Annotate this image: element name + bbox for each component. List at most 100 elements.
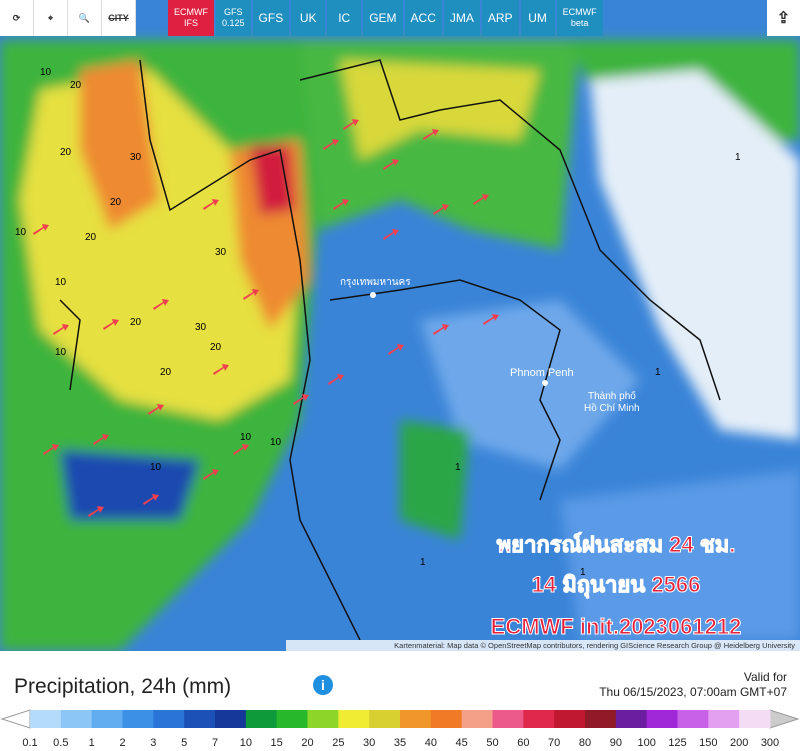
location-button[interactable]: ⌖ xyxy=(34,0,68,36)
legend-label: 30 xyxy=(363,737,375,749)
model-button[interactable]: IC xyxy=(327,0,362,36)
wind-arrow xyxy=(473,194,489,205)
legend-label: 25 xyxy=(332,737,344,749)
legend-label: 7 xyxy=(212,737,218,749)
model-name: ACC xyxy=(410,10,436,25)
model-button[interactable]: UM xyxy=(520,0,555,36)
legend-label: 15 xyxy=(271,737,283,749)
attribution: Kartenmaterial: Map data © OpenStreetMap… xyxy=(394,641,795,650)
legend-label: 40 xyxy=(425,737,437,749)
model-button[interactable]: GFS xyxy=(252,0,290,36)
info-button[interactable]: i xyxy=(313,675,333,695)
model-button[interactable]: ECMWF beta xyxy=(556,0,603,36)
contour-label: 1 xyxy=(735,152,741,163)
borders xyxy=(59,59,721,641)
model-sub: 0.125 xyxy=(222,18,245,28)
overlay-line: พยากรณ์ฝนสะสม 24 ชม. xyxy=(497,532,736,557)
contour-label: 10 xyxy=(240,432,252,443)
legend-swatch xyxy=(122,710,154,728)
wind-arrow xyxy=(153,299,169,310)
model-name: IC xyxy=(338,10,351,25)
model-button[interactable]: GEM xyxy=(363,0,403,36)
model-button[interactable]: UK xyxy=(291,0,326,36)
legend-label: 50 xyxy=(486,737,498,749)
legend-swatch xyxy=(369,710,401,728)
model-sub: IFS xyxy=(183,18,198,28)
model-buttons: ECMWF IFS GFS 0.125 GFS UK IC GEM ACC JMA ARP UM ECM… xyxy=(166,0,603,36)
model-button[interactable]: ECMWF IFS xyxy=(168,0,214,36)
legend-label: 70 xyxy=(548,737,560,749)
legend-swatch xyxy=(153,710,185,728)
legend-label: 100 xyxy=(637,737,655,749)
wind-arrow xyxy=(43,444,59,455)
legend-swatch xyxy=(461,710,493,728)
wind-arrow xyxy=(343,119,359,130)
wind-arrow xyxy=(203,469,219,480)
model-button[interactable]: GFS 0.125 xyxy=(216,0,251,36)
legend-label: 0.5 xyxy=(53,737,68,749)
legend-swatch xyxy=(430,710,463,728)
contour-label: 20 xyxy=(110,197,122,208)
legend-label: 150 xyxy=(699,737,717,749)
legend-swatch xyxy=(215,710,247,728)
wind-arrow xyxy=(383,159,399,170)
wind-arrow xyxy=(328,374,344,385)
overlay-line: ECMWF init.2023061212 xyxy=(491,614,742,639)
contour-label: 1 xyxy=(455,462,461,473)
legend-swatch xyxy=(30,710,62,728)
legend-swatch xyxy=(523,710,555,728)
city-dot xyxy=(370,292,376,298)
attribution-bg xyxy=(286,640,800,651)
model-button[interactable]: ARP xyxy=(481,0,519,36)
legend-arrow-low xyxy=(0,709,31,729)
legend-swatch xyxy=(276,710,308,728)
legend-swatch xyxy=(615,710,648,728)
legend-swatch xyxy=(708,710,740,728)
wind-arrow xyxy=(93,434,109,445)
wind-arrow xyxy=(213,364,229,375)
city-button[interactable]: CITY xyxy=(102,0,136,36)
contour-label: 20 xyxy=(70,80,82,91)
wind-arrow xyxy=(233,444,249,455)
wind-arrow xyxy=(423,129,439,140)
legend-label: 90 xyxy=(610,737,622,749)
wind-arrow xyxy=(203,199,219,210)
legend-panel: Precipitation, 24h (mm) i Valid for Thu … xyxy=(0,651,800,751)
contour-label: 1 xyxy=(420,557,426,568)
legend-swatch xyxy=(646,710,678,728)
forecast-overlay: พยากรณ์ฝนสะสม 24 ชม. 14 มิถุนายน 2566 EC… xyxy=(490,532,742,640)
wind-arrow xyxy=(388,344,404,355)
legend-swatch xyxy=(91,710,123,728)
place-label: Phnom Penh xyxy=(510,367,574,379)
wind-arrow xyxy=(148,404,164,415)
share-button[interactable]: ⇪ xyxy=(767,0,800,36)
contour-label: 20 xyxy=(210,342,222,353)
contour-label: 20 xyxy=(85,232,97,243)
wind-arrow xyxy=(33,224,49,235)
contour-label: 30 xyxy=(195,322,207,333)
wind-arrow xyxy=(88,506,104,517)
wind-arrow xyxy=(243,289,259,300)
contour-label: 1 xyxy=(580,567,586,578)
model-name: UM xyxy=(528,10,547,25)
legend-swatch xyxy=(677,710,709,728)
legend-label: 35 xyxy=(394,737,406,749)
wind-arrow xyxy=(53,324,69,335)
model-button[interactable]: JMA xyxy=(443,0,480,36)
model-name: GEM xyxy=(369,10,397,25)
contour-label: 10 xyxy=(55,277,67,288)
model-name: ARP xyxy=(487,10,513,25)
contour-label: 10 xyxy=(55,347,67,358)
wind-arrow xyxy=(383,229,399,240)
contour-label: 10 xyxy=(270,437,282,448)
zoom-button[interactable]: 🔍 xyxy=(68,0,102,36)
toolbar: ⟳ ⌖ 🔍 CITY ECMWF IFS GFS 0.125 GFS UK IC GEM ACC… xyxy=(0,0,800,36)
refresh-button[interactable]: ⟳ xyxy=(0,0,34,36)
place-label: Hồ Chí Minh xyxy=(584,402,640,414)
legend-label: 45 xyxy=(456,737,468,749)
model-button[interactable]: ACC xyxy=(404,0,442,36)
legend-label: 3 xyxy=(150,737,156,749)
legend-label: 80 xyxy=(579,737,591,749)
